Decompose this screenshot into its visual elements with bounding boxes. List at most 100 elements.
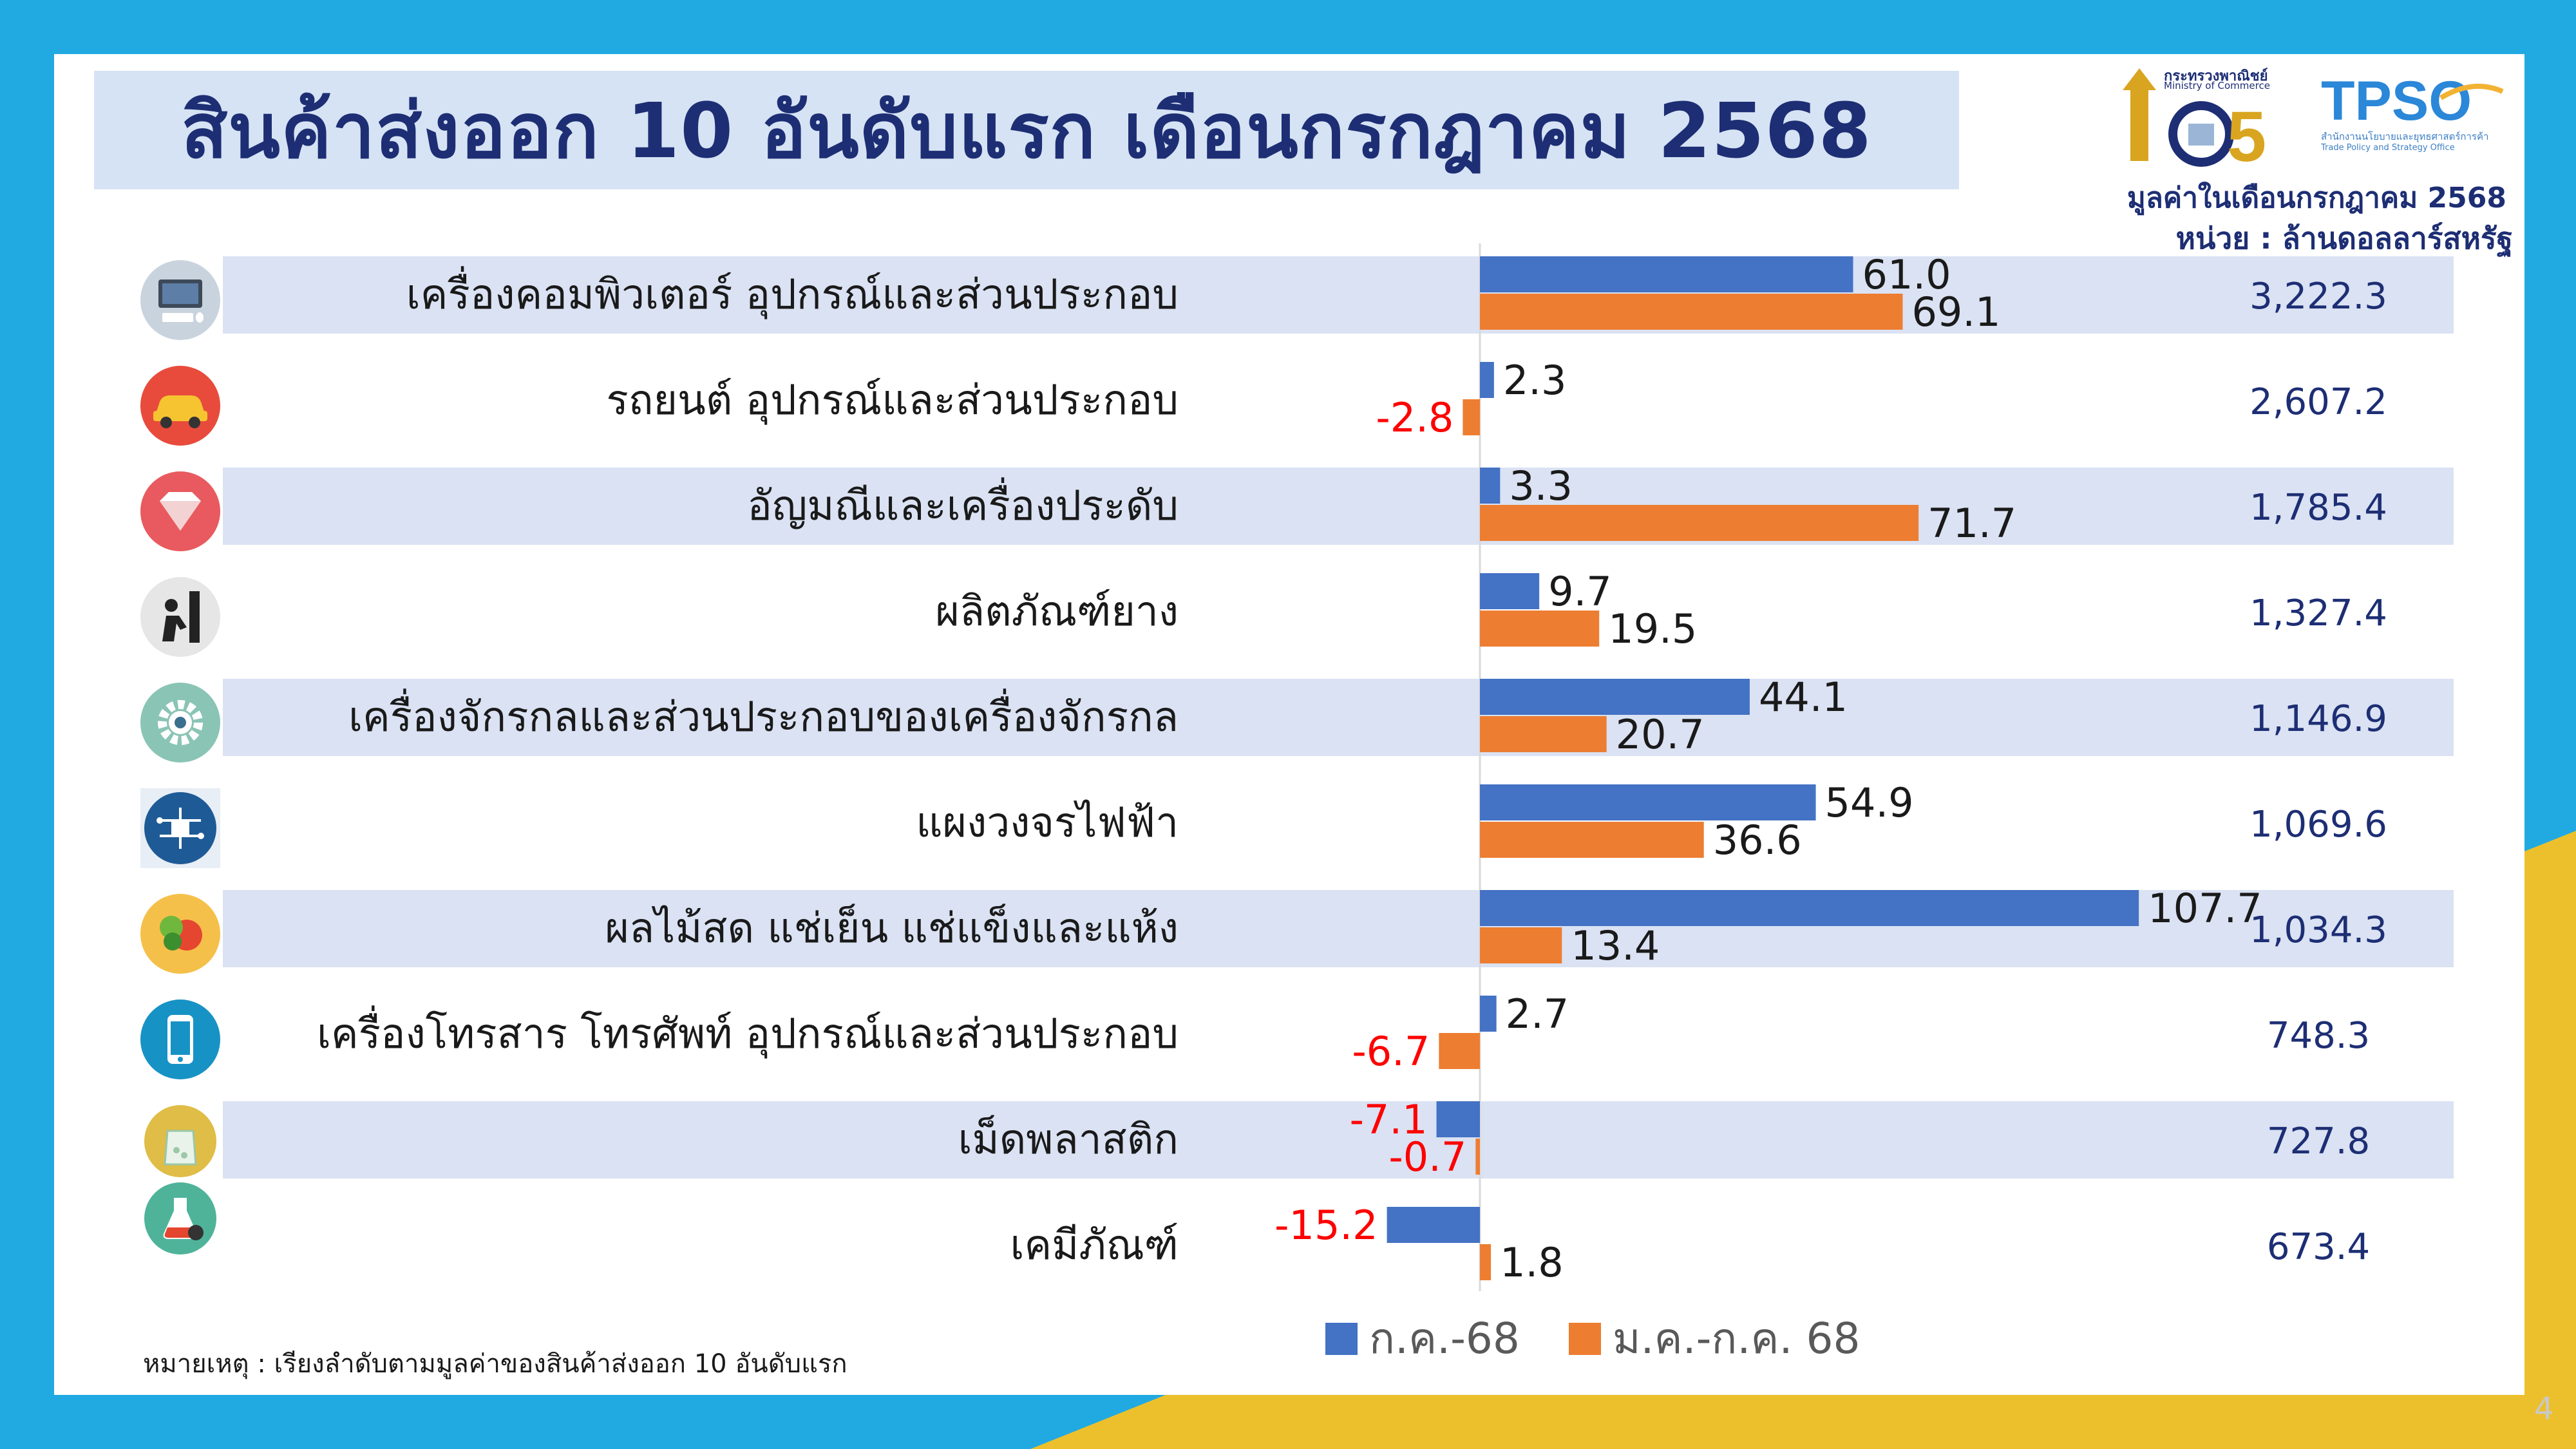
product-label: เครื่องคอมพิวเตอร์ อุปกรณ์และส่วนประกอบ: [406, 271, 1179, 319]
fruit-icon: [140, 894, 220, 974]
data-label-series-1: -15.2: [1274, 1202, 1378, 1249]
product-row: เครื่องคอมพิวเตอร์ อุปกรณ์และส่วนประกอบ …: [0, 256, 2576, 361]
product-row: เคมีภัณฑ์ 673.4: [0, 1182, 2576, 1312]
bar-series-2: [1475, 1139, 1480, 1175]
data-label-series-2: 71.7: [1927, 500, 2016, 547]
product-row: เครื่องจักรกลและส่วนประกอบของเครื่องจักร…: [0, 679, 2576, 784]
product-value: 1,034.3: [2249, 909, 2387, 951]
row-band: [223, 468, 2454, 545]
bar-series-1: [1480, 256, 1853, 292]
data-label-series-1: 3.3: [1509, 462, 1573, 509]
bar-series-1: [1480, 362, 1494, 398]
data-label-series-2: -6.7: [1352, 1028, 1430, 1075]
data-label-series-1: 61.0: [1862, 251, 1951, 298]
circuit-icon: [140, 788, 220, 868]
data-label-series-1: 9.7: [1548, 568, 1612, 615]
product-label: แผงวงจรไฟฟ้า: [916, 799, 1179, 847]
product-label: อัญมณีและเครื่องประดับ: [747, 482, 1179, 530]
data-label-series-2: 13.4: [1571, 922, 1660, 969]
product-value: 1,146.9: [2249, 698, 2387, 740]
legend-item-series-2: ม.ค.-ก.ค. 68: [1569, 1305, 1860, 1372]
bar-series-2: [1480, 1244, 1492, 1280]
data-label-series-2: 1.8: [1500, 1239, 1564, 1286]
bar-series-1: [1480, 996, 1497, 1032]
gear-icon: [140, 683, 220, 762]
product-label: เม็ดพลาสติก: [958, 1116, 1179, 1164]
data-label-series-2: -2.8: [1376, 394, 1454, 441]
tpso-wordmark-icon: TPSO: [2321, 70, 2504, 132]
product-label: ผลไม้สด แช่เย็น แช่แข็งและแห้ง: [605, 905, 1179, 952]
product-value: 748.3: [2266, 1015, 2371, 1057]
bar-series-1: [1480, 679, 1750, 715]
bar-series-1: [1436, 1101, 1480, 1137]
data-label-series-1: 44.1: [1759, 674, 1848, 721]
product-label: ผลิตภัณฑ์ยาง: [935, 588, 1179, 636]
product-row: ผลิตภัณฑ์ยาง 1,327.4: [0, 573, 2576, 678]
bar-series-1: [1480, 573, 1540, 609]
data-label-series-2: -0.7: [1388, 1133, 1466, 1180]
row-band: [223, 1101, 2454, 1179]
product-value: 3,222.3: [2249, 276, 2387, 317]
bar-series-2: [1480, 505, 1919, 541]
legend-swatch-series-1: [1325, 1322, 1358, 1355]
product-value: 1,785.4: [2249, 487, 2387, 529]
legend-label-series-1: ก.ค.-68: [1369, 1314, 1520, 1363]
product-label: เครื่องจักรกลและส่วนประกอบของเครื่องจักร…: [348, 694, 1179, 741]
product-value: 1,327.4: [2249, 592, 2387, 634]
bar-series-1: [1480, 468, 1501, 504]
plastic-pellet-icon: [144, 1105, 216, 1177]
bar-series-2: [1480, 716, 1607, 752]
legend-label-series-2: ม.ค.-ก.ค. 68: [1613, 1314, 1861, 1363]
legend-item-series-1: ก.ค.-68: [1325, 1305, 1520, 1372]
product-row: แผงวงจรไฟฟ้า 1,069.6: [0, 784, 2576, 889]
data-label-series-2: 19.5: [1608, 605, 1697, 652]
product-label: รถยนต์ อุปกรณ์และส่วนประกอบ: [606, 377, 1179, 424]
product-value: 2,607.2: [2249, 381, 2387, 423]
bar-series-2: [1480, 927, 1562, 963]
chemical-flask-icon: [144, 1182, 216, 1255]
tpso-name-en: Trade Policy and Strategy Office: [2321, 143, 2455, 153]
bar-series-1: [1387, 1207, 1480, 1243]
legend-swatch-series-2: [1569, 1322, 1601, 1355]
title-banner: สินค้าส่งออก 10 อันดับแรก เดือนกรกฎาคม 2…: [94, 71, 1959, 189]
ministry-name-th: กระทรวงพาณิชย์: [2164, 68, 2268, 84]
data-label-series-1: 2.7: [1506, 990, 1569, 1037]
rubber-tapper-icon: [140, 577, 220, 657]
page-number: 4: [2534, 1391, 2554, 1427]
ministry-name-en: Ministry of Commerce: [2164, 80, 2270, 91]
car-icon: [140, 366, 220, 446]
data-label-series-1: 54.9: [1825, 779, 1914, 826]
product-row: เครื่องโทรสาร โทรศัพท์ อุปกรณ์และส่วนประ…: [0, 996, 2576, 1101]
svg-text:5: 5: [2227, 97, 2266, 167]
computer-icon: [140, 260, 220, 340]
anniversary-emblem-icon: 5: [2123, 68, 2266, 176]
row-band: [223, 679, 2454, 756]
product-label: เคมีภัณฑ์: [1010, 1222, 1179, 1269]
bar-series-2: [1480, 822, 1704, 858]
footnote: หมายเหตุ : เรียงลำดับตามมูลค่าของสินค้าส…: [143, 1349, 848, 1379]
data-label-series-2: 69.1: [1911, 289, 2000, 336]
product-label: เครื่องโทรสาร โทรศัพท์ อุปกรณ์และส่วนประ…: [316, 1010, 1179, 1058]
row-band: [223, 256, 2454, 334]
unit-caption: หน่วย : ล้านดอลลาร์สหรัฐ: [2175, 221, 2513, 256]
data-label-series-2: 36.6: [1713, 817, 1802, 864]
value-caption: มูลค่าในเดือนกรกฎาคม 2568: [2126, 182, 2506, 214]
product-value: 673.4: [2266, 1226, 2371, 1268]
phone-icon: [140, 999, 220, 1079]
bar-series-2: [1480, 611, 1600, 647]
product-row: รถยนต์ อุปกรณ์และส่วนประกอบ 2,607.2: [0, 362, 2576, 467]
data-label-series-1: 107.7: [2148, 885, 2262, 932]
page-title: สินค้าส่งออก 10 อันดับแรก เดือนกรกฎาคม 2…: [181, 86, 1872, 175]
product-row: อัญมณีและเครื่องประดับ 1,785.4: [0, 468, 2576, 573]
diamond-icon: [140, 471, 220, 551]
ministry-105th-logo: 5 กระทรวงพาณิชย์ Ministry of Commerce: [2117, 64, 2291, 176]
data-label-series-2: 20.7: [1616, 711, 1705, 758]
bar-series-1: [1480, 784, 1816, 820]
bar-series-2: [1463, 399, 1480, 435]
bar-series-2: [1480, 294, 1903, 330]
product-value: 727.8: [2266, 1121, 2371, 1162]
product-value: 1,069.6: [2249, 804, 2387, 846]
product-row: เม็ดพลาสติก 727.8: [0, 1101, 2576, 1206]
tpso-logo: TPSO สำนักงานนโยบายและยุทธศาสตร์การค้า T…: [2318, 70, 2505, 156]
